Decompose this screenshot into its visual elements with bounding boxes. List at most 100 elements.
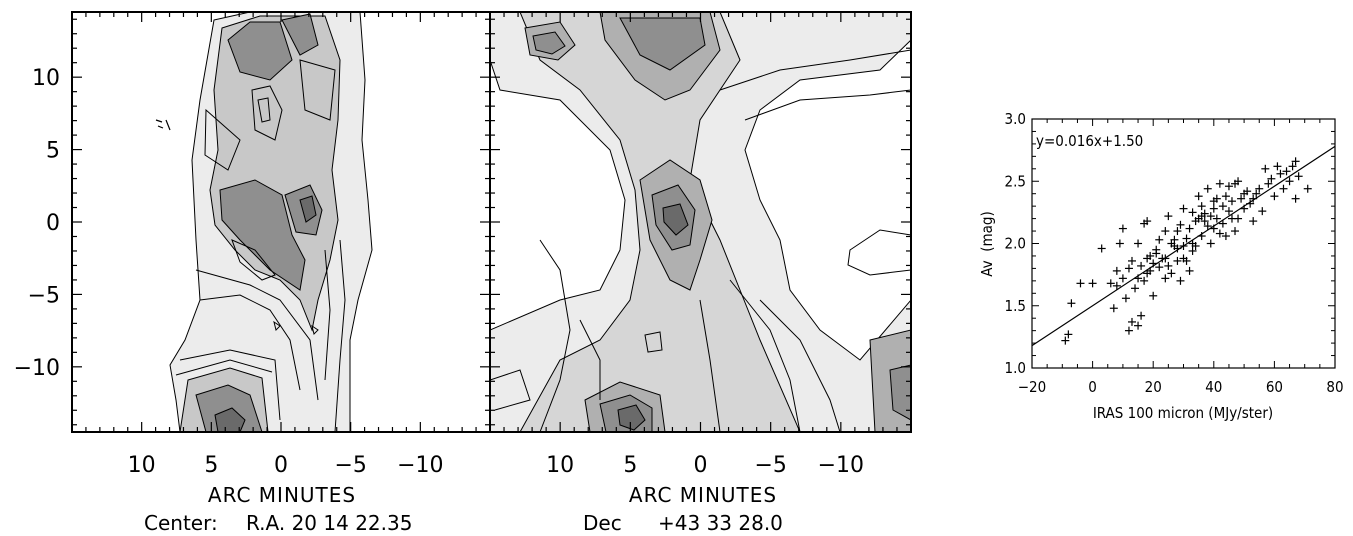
data-point — [1064, 330, 1073, 339]
data-point — [1240, 189, 1249, 198]
data-point — [1134, 321, 1143, 330]
data-point — [1182, 234, 1191, 243]
data-point — [1185, 266, 1194, 275]
data-point — [1127, 256, 1136, 265]
data-point — [1252, 189, 1261, 198]
data-point — [1155, 263, 1164, 272]
center-label: Center: — [144, 511, 218, 535]
data-point — [1173, 227, 1182, 236]
data-point — [1303, 184, 1312, 193]
data-point — [1231, 227, 1240, 236]
scatter-points — [1061, 157, 1312, 345]
scatter-ticks: −20 0 20 40 60 80 1.0 1.5 2.0 2.5 3.0 — [1005, 110, 1344, 396]
data-point — [1097, 244, 1106, 253]
data-point — [1143, 269, 1152, 278]
data-point — [1227, 197, 1236, 206]
data-point — [1118, 224, 1127, 233]
data-point — [1191, 241, 1200, 250]
map-axis-labels: 10 5 0 −5 −10 10 5 0 −5 −10 10 5 0 −5 −10 — [14, 66, 864, 478]
data-point — [1143, 217, 1152, 226]
scatter-x-tick-label: 80 — [1326, 378, 1343, 396]
data-point — [1061, 336, 1070, 345]
data-point — [1285, 177, 1294, 186]
data-point — [1152, 249, 1161, 258]
y-tick-label: −10 — [14, 356, 60, 381]
dec-value: +43 33 28.0 — [658, 511, 783, 535]
data-point — [1194, 192, 1203, 201]
data-point — [1218, 219, 1227, 228]
data-point — [1294, 172, 1303, 181]
data-point — [1291, 194, 1300, 203]
left-x-tick-label: 0 — [274, 453, 288, 478]
scatter-x-tick-label: −20 — [1018, 378, 1046, 396]
data-point — [1282, 167, 1291, 176]
data-point — [1164, 261, 1173, 270]
data-point — [1137, 261, 1146, 270]
ra-label: R.A. 20 14 22.35 — [246, 511, 412, 535]
data-point — [1067, 299, 1076, 308]
data-point — [1188, 246, 1197, 255]
data-point — [1179, 204, 1188, 213]
data-point — [1221, 192, 1230, 201]
data-point — [1209, 204, 1218, 213]
data-point — [1161, 274, 1170, 283]
data-point — [1276, 169, 1285, 178]
y-tick-label: −5 — [28, 283, 60, 308]
y-tick-label: 0 — [46, 211, 60, 236]
data-point — [1176, 220, 1185, 229]
right-x-tick-label: −5 — [754, 453, 786, 478]
right-x-tick-label: 5 — [623, 453, 637, 478]
data-point — [1173, 256, 1182, 265]
data-point — [1237, 194, 1246, 203]
data-point — [1197, 212, 1206, 221]
data-point — [1188, 208, 1197, 217]
data-point — [1267, 174, 1276, 183]
scatter-x-tick-label: 60 — [1266, 378, 1283, 396]
data-point — [1164, 212, 1173, 221]
right-x-tick-label: 0 — [694, 453, 708, 478]
data-point — [1167, 239, 1176, 248]
data-point — [1112, 281, 1121, 290]
data-point — [1124, 264, 1133, 273]
left-x-tick-label: −10 — [397, 453, 443, 478]
scatter-y-tick-label: 1.5 — [1005, 297, 1026, 315]
left-x-tick-label: 10 — [128, 453, 156, 478]
data-point — [1273, 162, 1282, 171]
data-point — [1112, 266, 1121, 275]
data-point — [1076, 279, 1085, 288]
data-point — [1215, 229, 1224, 238]
data-point — [1291, 157, 1300, 166]
y-tick-label: 10 — [32, 66, 60, 91]
right-x-tick-label: 10 — [546, 453, 574, 478]
data-point — [1221, 232, 1230, 241]
data-point — [1106, 279, 1115, 288]
data-point — [1197, 202, 1206, 211]
data-point — [1134, 239, 1143, 248]
data-point — [1146, 251, 1155, 260]
left-x-tick-label: −5 — [334, 453, 366, 478]
right-panel-xlabel: ARC MINUTES — [629, 483, 777, 507]
data-point — [1131, 284, 1140, 293]
data-point — [1203, 184, 1212, 193]
data-point — [1176, 276, 1185, 285]
data-point — [1215, 179, 1224, 188]
data-point — [1288, 162, 1297, 171]
scatter-ylabel: Av (mag) — [978, 211, 996, 276]
contour-map-left — [155, 12, 373, 432]
data-point — [1121, 294, 1130, 303]
data-point — [1167, 269, 1176, 278]
data-point — [1127, 317, 1136, 326]
data-point — [1255, 184, 1264, 193]
data-point — [1218, 202, 1227, 211]
data-point — [1109, 304, 1118, 313]
scatter-plot: −20 0 20 40 60 80 1.0 1.5 2.0 2.5 3.0 y=0.016x+1.5… — [978, 110, 1344, 422]
data-point — [1124, 326, 1133, 335]
data-point — [1264, 179, 1273, 188]
scatter-x-tick-label: 40 — [1205, 378, 1222, 396]
scatter-y-tick-label: 1.0 — [1005, 359, 1026, 377]
dec-label: Dec — [583, 511, 622, 535]
data-point — [1088, 279, 1097, 288]
left-x-tick-label: 5 — [204, 453, 218, 478]
right-x-tick-label: −10 — [818, 453, 864, 478]
